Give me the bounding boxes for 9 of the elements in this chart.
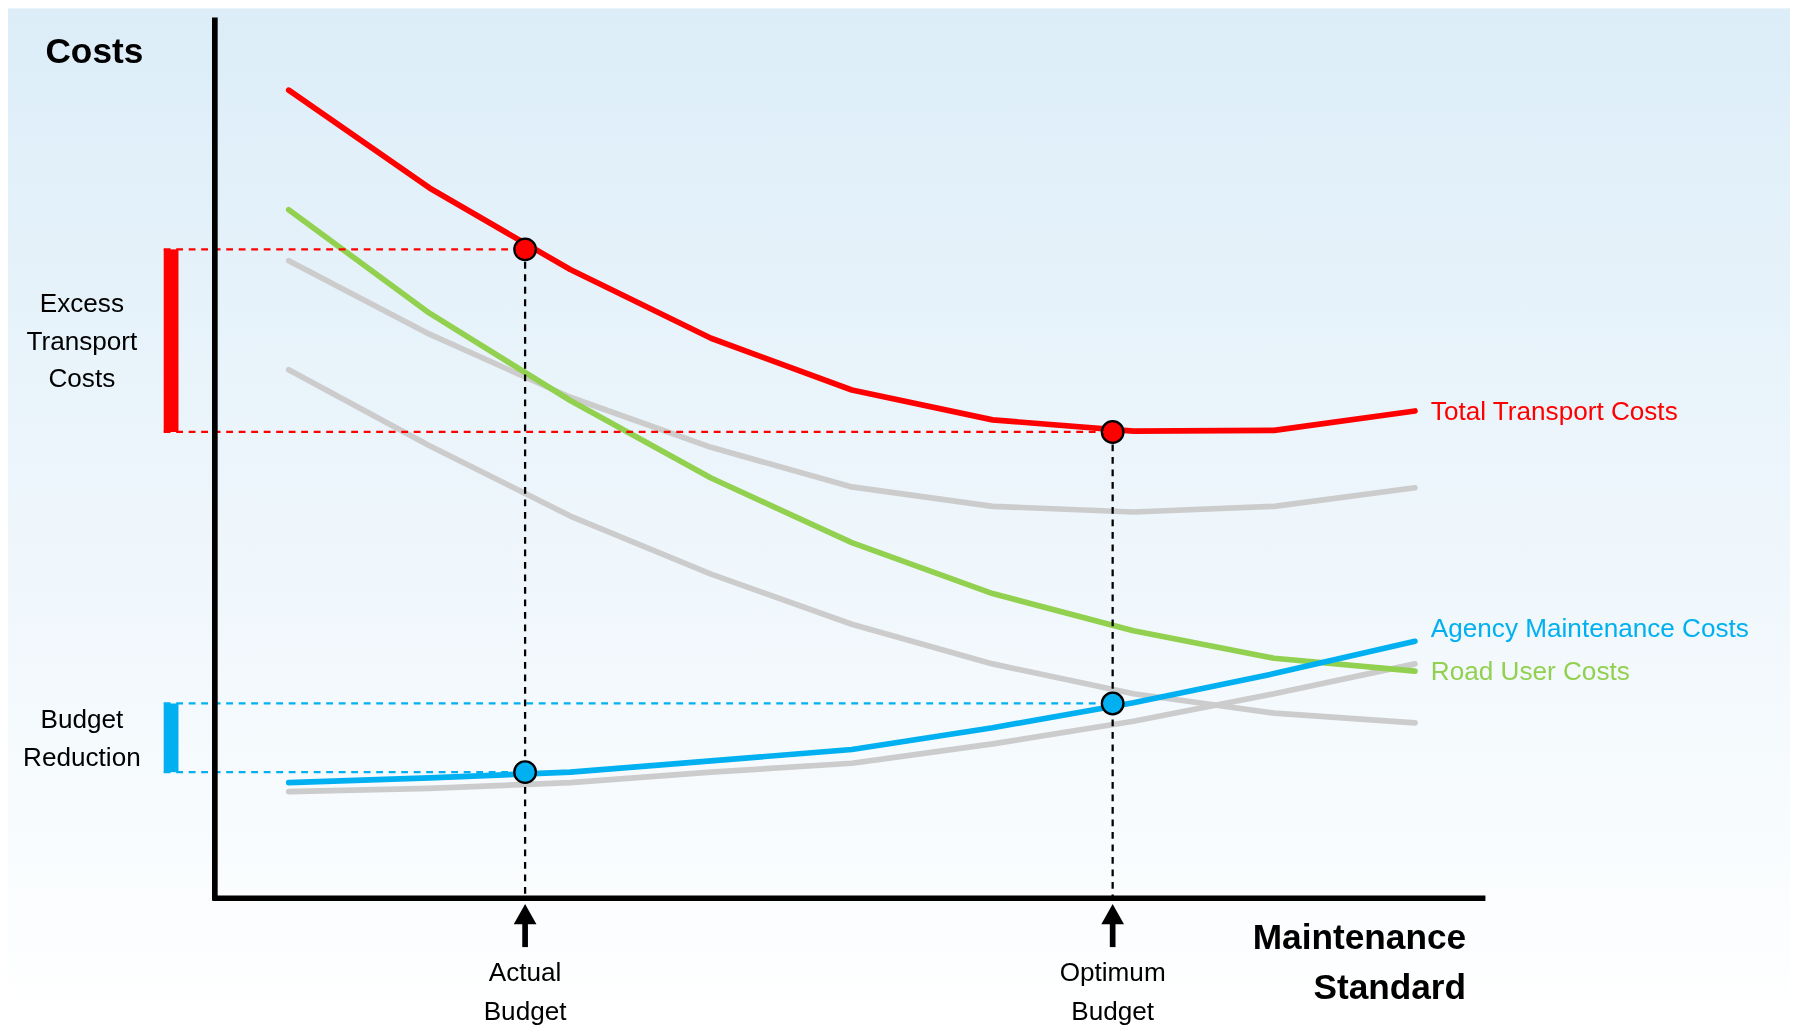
text: Actual Budget	[483, 957, 568, 1026]
text: Budget Reduction	[23, 704, 141, 772]
y-axis-title: Costs	[45, 30, 144, 70]
x-axis-title: Maintenance Standard	[1252, 917, 1467, 1007]
text: Excess Transport Costs	[26, 288, 139, 394]
text: Optimum Budget	[1059, 957, 1166, 1026]
series-label: Agency Maintenance Costs	[1430, 613, 1749, 644]
series-label: Total Transport Costs	[1430, 396, 1678, 427]
series-label: Road User Costs	[1430, 656, 1630, 687]
